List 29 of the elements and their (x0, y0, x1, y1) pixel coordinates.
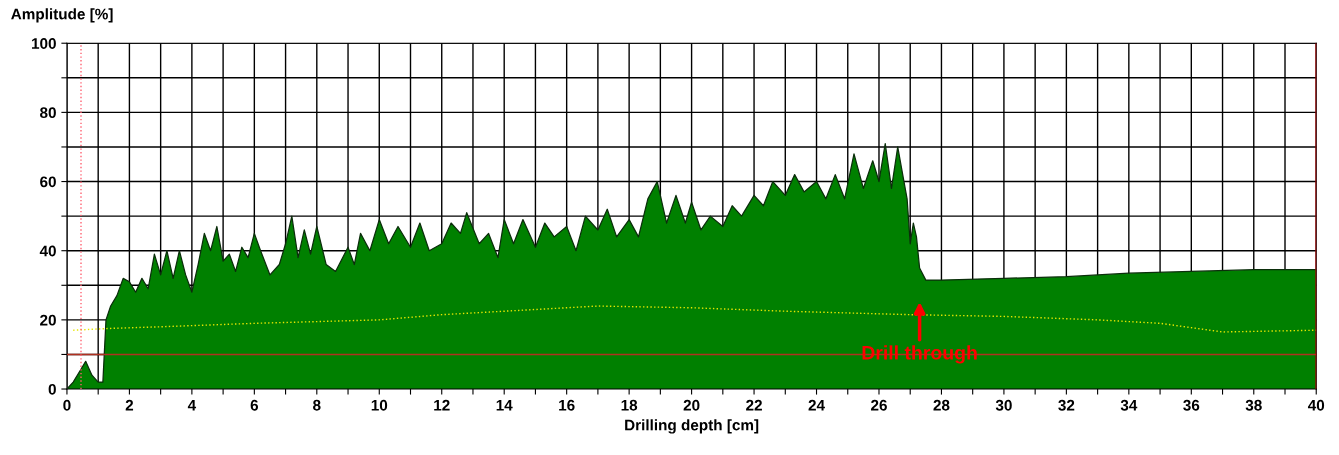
y-tick-label: 100 (32, 38, 56, 49)
x-tick-label: 34 (1120, 399, 1138, 411)
x-tick-label: 18 (621, 399, 638, 411)
y-tick-label: 80 (40, 107, 56, 119)
x-tick-label: 26 (871, 399, 887, 411)
x-tick-label: 32 (1058, 399, 1075, 411)
y-tick-label: 60 (40, 176, 56, 188)
y-tick-label: 40 (39, 245, 56, 257)
x-tick-label: 22 (746, 399, 762, 411)
x-tick-label: 20 (683, 399, 700, 411)
y-tick-label: 20 (40, 314, 56, 326)
x-tick-label: 28 (933, 399, 950, 411)
x-tick-label: 6 (250, 399, 259, 411)
x-tick-label: 36 (1183, 399, 1200, 411)
x-tick-label: 2 (125, 399, 134, 411)
x-tick-label: 0 (63, 399, 71, 411)
x-tick-label: 24 (808, 399, 825, 411)
y-axis-title: Amplitude [%] (11, 8, 113, 23)
y-tick-label: 0 (48, 383, 56, 395)
x-tick-label: 10 (371, 399, 388, 411)
x-tick-label: 14 (496, 400, 513, 411)
x-tick-label: 40 (1307, 399, 1325, 411)
x-tick-label: 16 (559, 399, 575, 411)
x-axis-title: Drilling depth [cm] (625, 419, 759, 434)
x-tick-label: 8 (313, 399, 321, 411)
x-tick-label: 12 (434, 399, 450, 411)
x-tick-label: 4 (187, 400, 197, 411)
x-tick-label: 30 (995, 399, 1012, 411)
x-tick-label: 38 (1245, 399, 1262, 411)
